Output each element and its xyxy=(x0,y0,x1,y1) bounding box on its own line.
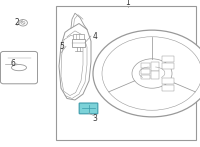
Circle shape xyxy=(19,20,27,26)
Circle shape xyxy=(102,37,200,110)
FancyBboxPatch shape xyxy=(1,51,38,84)
Bar xyxy=(162,78,174,84)
Bar xyxy=(162,56,174,62)
Bar xyxy=(151,71,159,79)
Text: 2: 2 xyxy=(15,18,19,27)
Bar xyxy=(162,63,174,69)
Text: 4: 4 xyxy=(93,31,97,41)
Bar xyxy=(56,6,196,140)
FancyBboxPatch shape xyxy=(79,103,98,114)
Ellipse shape xyxy=(12,65,26,71)
Text: 3: 3 xyxy=(93,114,97,123)
Bar xyxy=(72,39,85,47)
Bar xyxy=(73,34,84,39)
Bar xyxy=(151,62,159,71)
Text: 6: 6 xyxy=(11,59,15,69)
Bar xyxy=(141,75,150,79)
Bar xyxy=(141,63,150,68)
Circle shape xyxy=(21,21,25,24)
Bar xyxy=(162,85,174,91)
Circle shape xyxy=(132,59,172,88)
Text: 5: 5 xyxy=(60,42,64,51)
Circle shape xyxy=(93,30,200,117)
Polygon shape xyxy=(59,24,91,100)
Bar xyxy=(141,69,150,74)
Text: 1: 1 xyxy=(126,0,130,7)
